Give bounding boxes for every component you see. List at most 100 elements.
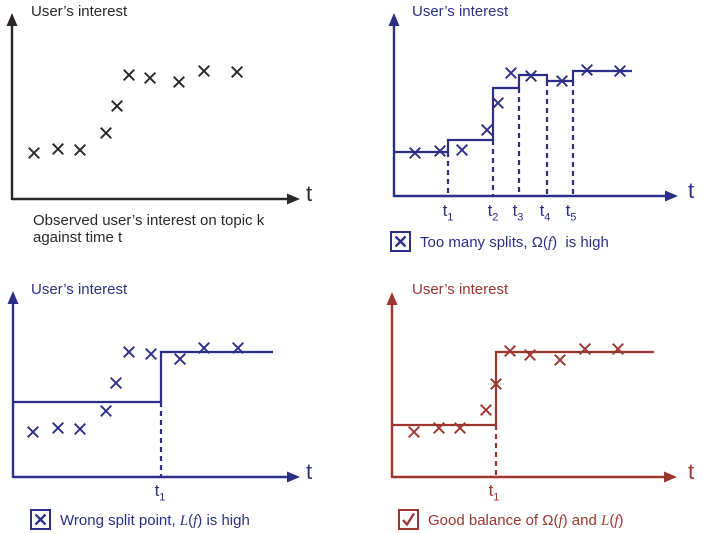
x-axis-arrow-icon xyxy=(287,193,300,205)
panel-wrong-split-point xyxy=(7,291,300,530)
data-point-x-marker xyxy=(554,354,566,366)
panel-caption: Good balance of Ω(f) and L(f) xyxy=(428,512,624,531)
checked-box-icon xyxy=(398,509,419,530)
caption-text-segment: ) is high xyxy=(552,234,609,251)
caption-math-segment: f xyxy=(193,513,198,529)
caption-text-segment: ( xyxy=(188,512,194,529)
data-point-x-marker xyxy=(481,124,493,136)
tick-subscript: 2 xyxy=(492,211,499,224)
caption-text-segment: Wrong split point, xyxy=(60,512,180,529)
tick-base: t xyxy=(487,201,493,220)
data-point-x-marker xyxy=(409,147,421,159)
caption-text-segment: ( xyxy=(609,512,615,529)
x-axis-label: t xyxy=(688,459,695,484)
data-point-x-marker xyxy=(110,377,122,389)
data-point-x-marker xyxy=(524,349,536,361)
data-point-x-marker xyxy=(454,422,466,434)
y-axis-arrow-icon xyxy=(388,13,400,26)
data-point-x-marker xyxy=(52,143,64,155)
tick-label: t3 xyxy=(513,200,524,225)
panel-caption-line: against time t xyxy=(33,229,123,246)
y-axis-label: User’s interest xyxy=(31,3,128,20)
data-point-x-marker xyxy=(28,147,40,159)
x-axis-label: t xyxy=(688,178,695,203)
data-point-x-marker xyxy=(173,76,185,88)
x-axis-arrow-icon xyxy=(287,471,300,483)
caption-math-segment: f xyxy=(547,235,553,251)
data-point-x-marker xyxy=(145,348,157,360)
data-point-x-marker xyxy=(480,404,492,416)
data-point-x-marker xyxy=(556,75,568,87)
tick-subscript: 3 xyxy=(517,211,524,224)
x-axis-label: t xyxy=(306,459,313,484)
data-point-x-marker xyxy=(434,145,446,157)
tick-label: t1 xyxy=(443,200,454,225)
y-axis-arrow-icon xyxy=(386,292,398,305)
data-point-x-marker xyxy=(74,423,86,435)
data-point-x-marker xyxy=(581,64,593,76)
data-point-x-marker xyxy=(100,127,112,139)
data-point-x-marker xyxy=(198,342,210,354)
tick-label: t2 xyxy=(488,200,499,225)
data-point-x-marker xyxy=(505,67,517,79)
data-point-x-marker xyxy=(525,70,537,82)
data-point-x-marker xyxy=(612,343,624,355)
step-function-line xyxy=(392,350,654,427)
data-point-x-marker xyxy=(123,346,135,358)
caption-math-segment: L xyxy=(179,513,189,529)
step-function-line xyxy=(13,350,273,404)
tick-label: t1 xyxy=(155,480,166,505)
y-axis-label: User’s interest xyxy=(412,3,509,20)
data-point-x-marker xyxy=(27,426,39,438)
caption-text-segment: ) xyxy=(618,512,624,529)
caption-text-segment: Good balance of Ω( xyxy=(428,512,559,529)
tick-subscript: 1 xyxy=(447,211,454,224)
data-point-x-marker xyxy=(408,426,420,438)
panel-caption: Too many splits, Ω(f) is high xyxy=(420,234,609,253)
y-axis-arrow-icon xyxy=(6,13,18,26)
data-point-x-marker xyxy=(123,69,135,81)
x-axis-label: t xyxy=(306,181,313,206)
tick-label: t4 xyxy=(540,200,551,225)
panel-observed-data xyxy=(6,13,300,205)
panel-good-balance xyxy=(386,292,677,530)
panel-caption: Wrong split point, L(f) is high xyxy=(60,512,250,531)
data-point-x-marker xyxy=(490,378,502,390)
data-point-x-marker xyxy=(456,144,468,156)
data-point-x-marker xyxy=(492,97,504,109)
tick-subscript: 1 xyxy=(493,491,500,504)
x-axis-arrow-icon xyxy=(665,190,678,202)
caption-math-segment: f xyxy=(614,513,619,529)
tick-base: t xyxy=(512,201,518,220)
data-point-x-marker xyxy=(579,343,591,355)
caption-text-segment: ) is high xyxy=(197,512,250,529)
step-function-line xyxy=(394,69,632,154)
data-point-x-marker xyxy=(144,72,156,84)
data-point-x-marker xyxy=(100,405,112,417)
panel-too-many-splits xyxy=(388,13,678,252)
data-point-x-marker xyxy=(433,422,445,434)
tick-base: t xyxy=(488,481,494,500)
data-point-x-marker xyxy=(232,342,244,354)
data-point-x-marker xyxy=(74,144,86,156)
tick-subscript: 4 xyxy=(544,211,551,224)
data-point-x-marker xyxy=(111,100,123,112)
tick-base: t xyxy=(565,201,571,220)
y-axis-label: User’s interest xyxy=(412,281,509,298)
data-point-x-marker xyxy=(504,345,516,357)
panel-caption-line: Observed user’s interest on topic k xyxy=(33,212,265,229)
caption-math-segment: L xyxy=(601,513,610,529)
data-point-x-marker xyxy=(174,353,186,365)
tick-subscript: 5 xyxy=(570,211,577,224)
data-point-x-marker xyxy=(231,66,243,78)
crossed-box-icon xyxy=(390,231,411,252)
y-axis-label: User’s interest xyxy=(31,281,128,298)
tick-base: t xyxy=(539,201,545,220)
data-point-x-marker xyxy=(52,422,64,434)
data-point-x-marker xyxy=(614,65,626,77)
tick-subscript: 1 xyxy=(159,491,166,504)
caption-math-segment: f xyxy=(558,513,563,529)
